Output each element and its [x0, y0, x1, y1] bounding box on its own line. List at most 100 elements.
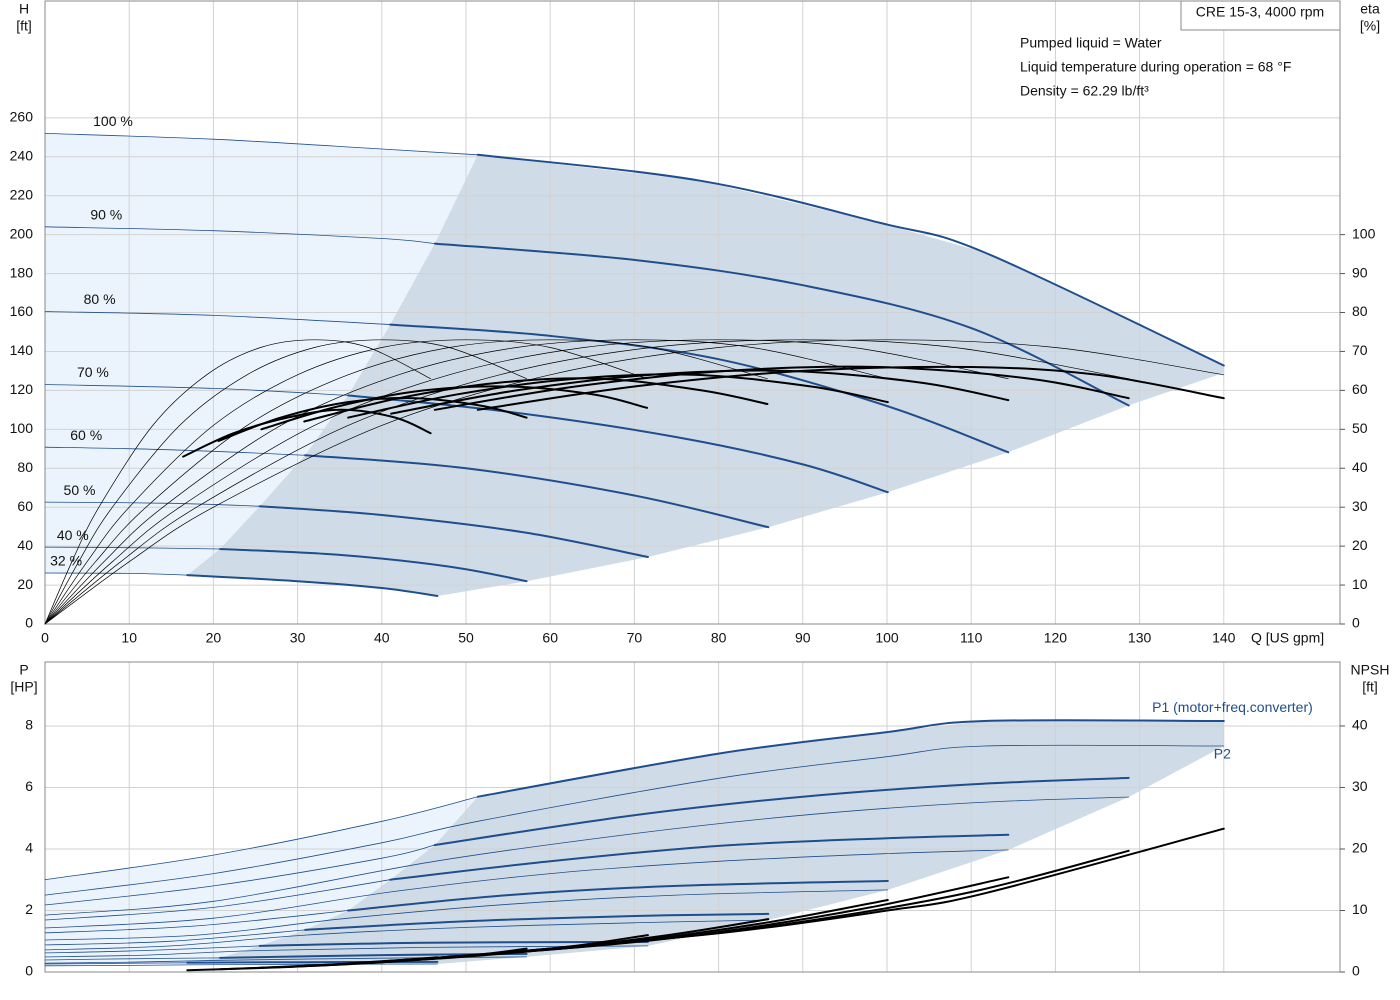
curve — [44, 879, 391, 921]
y-tick-label: 120 — [10, 381, 34, 397]
y-axis-label: [ft] — [16, 18, 32, 34]
plot-frame — [44, 661, 1341, 973]
curve — [219, 548, 528, 583]
y-tick-label: 0 — [25, 963, 33, 979]
curve — [347, 880, 889, 912]
curve — [44, 919, 769, 951]
curve — [186, 574, 439, 597]
x-tick-label: 110 — [960, 630, 983, 646]
curve-label: 100 % — [93, 113, 133, 129]
annotation: Liquid temperature during operation = 68… — [1020, 59, 1291, 75]
curve — [390, 369, 1010, 415]
y-tick-label: 240 — [10, 147, 34, 163]
x-tick-label: 140 — [1212, 630, 1236, 646]
y-tick-label: 6 — [25, 778, 33, 794]
curve — [44, 339, 648, 625]
x-axis-label: Q [US gpm] — [1251, 630, 1324, 646]
operating-region — [45, 796, 478, 966]
y2-tick-label: 40 — [1352, 717, 1368, 733]
y-axis-label: P — [19, 662, 28, 678]
curve — [44, 849, 1009, 929]
curve — [260, 385, 648, 431]
y2-tick-label: 0 — [1352, 615, 1360, 631]
curve-label: P2 — [1214, 746, 1231, 762]
y2-axis-label: [%] — [1360, 18, 1380, 34]
x-tick-label: 70 — [627, 630, 643, 646]
curve — [258, 505, 649, 558]
curve — [44, 311, 391, 325]
y2-tick-label: 10 — [1352, 576, 1368, 592]
curve — [44, 945, 261, 954]
y2-axis-label: [ft] — [1362, 679, 1378, 695]
x-tick-label: 10 — [121, 630, 137, 646]
curve-label: 50 % — [64, 482, 96, 498]
y2-tick-label: 20 — [1352, 840, 1368, 856]
curve — [433, 365, 1130, 411]
curve — [186, 960, 439, 964]
x-tick-label: 120 — [1044, 630, 1068, 646]
curve — [44, 957, 221, 961]
curve — [44, 844, 436, 906]
y2-axis-label: NPSH — [1351, 662, 1390, 678]
curve-label: 60 % — [70, 427, 102, 443]
x-tick-label: 100 — [875, 630, 899, 646]
curve — [389, 323, 1010, 454]
x-tick-label: 0 — [41, 630, 49, 646]
curve — [304, 912, 770, 931]
plot-1: 0 2 4 6 8 0 10 20 30 40 P[HP] NPSH[ft] P1 (motor+fre… — [10, 661, 1390, 979]
curve — [433, 776, 1130, 846]
curve — [44, 744, 1225, 896]
y2-axis-label: eta — [1360, 1, 1380, 17]
plot-0: 0204060801001201401601802002202402600102… — [10, 0, 1380, 646]
curve — [44, 945, 649, 958]
y2-tick-label: 50 — [1352, 420, 1368, 436]
y-axis-label: [HP] — [10, 679, 37, 695]
y-tick-label: 40 — [17, 537, 33, 553]
title-box — [1180, 0, 1341, 31]
curve-label: 40 % — [57, 527, 89, 543]
curve — [44, 796, 1130, 916]
curve — [44, 384, 349, 396]
y-tick-label: 0 — [25, 615, 33, 631]
curve — [347, 394, 889, 494]
curve — [44, 339, 889, 625]
y2-tick-label: 20 — [1352, 537, 1368, 553]
curve — [44, 339, 1130, 625]
y-tick-label: 80 — [17, 459, 33, 475]
curve — [182, 408, 432, 458]
y2-tick-label: 10 — [1352, 901, 1368, 917]
curve — [476, 719, 1225, 798]
x-tick-label: 60 — [542, 630, 558, 646]
y-tick-label: 180 — [10, 264, 34, 280]
y2-tick-label: 40 — [1352, 459, 1368, 475]
curve — [44, 446, 306, 456]
y2-tick-label: 30 — [1352, 778, 1368, 794]
y2-tick-label: 70 — [1352, 342, 1368, 358]
x-tick-label: 80 — [711, 630, 727, 646]
x-tick-label: 90 — [795, 630, 811, 646]
y-tick-label: 4 — [25, 840, 33, 856]
y-tick-label: 2 — [25, 901, 33, 917]
curve — [44, 339, 768, 625]
x-tick-label: 20 — [206, 630, 222, 646]
y2-tick-label: 90 — [1352, 264, 1368, 280]
y2-tick-label: 0 — [1352, 963, 1360, 979]
curve — [303, 377, 769, 423]
curve — [44, 339, 431, 625]
curve — [44, 339, 1009, 625]
chart-title: CRE 15-3, 4000 rpm — [1196, 4, 1324, 20]
curve — [44, 501, 261, 507]
curve — [44, 339, 1225, 625]
curve — [304, 454, 770, 529]
y-tick-label: 260 — [10, 109, 34, 125]
x-tick-label: 130 — [1128, 630, 1152, 646]
y-tick-label: 60 — [17, 498, 33, 514]
y-tick-label: 100 — [10, 420, 34, 436]
curve — [44, 962, 188, 965]
y2-tick-label: 100 — [1352, 225, 1376, 241]
y-tick-label: 220 — [10, 186, 34, 202]
x-tick-label: 50 — [458, 630, 474, 646]
curve-label: 70 % — [77, 364, 109, 380]
y2-tick-label: 60 — [1352, 381, 1368, 397]
